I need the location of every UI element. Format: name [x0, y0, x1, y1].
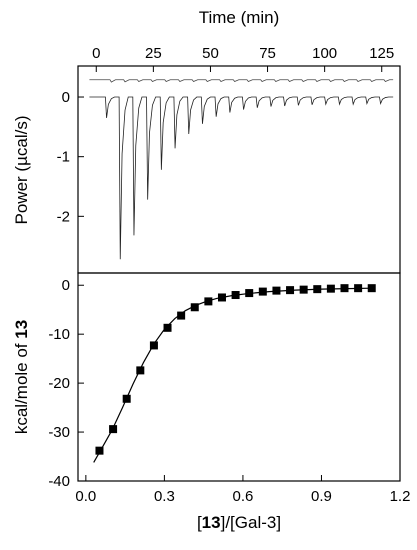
bottom-y-tick-label: -40: [48, 473, 70, 490]
data-point: [95, 446, 104, 455]
bottom-y-axis-title-prefix: kcal/mole of: [12, 339, 31, 434]
data-point: [245, 289, 254, 298]
top-x-tick-label: 75: [259, 45, 276, 62]
data-point: [231, 291, 240, 300]
data-point: [163, 323, 172, 332]
fit-curve-line: [93, 287, 372, 463]
bottom-y-axis-title-bold: 13: [12, 320, 31, 339]
bottom-x-axis-title-suffix: ]/[Gal-3]: [221, 513, 281, 532]
data-point: [190, 303, 199, 312]
data-point: [326, 284, 335, 293]
bottom-x-ticks: 0.0 0.3 0.6 0.9 1.2: [75, 475, 410, 505]
top-panel: 0 25 50 75 100 125 0 -1 -2 Time (min) Power (µc…: [12, 8, 401, 274]
reference-trace-line: [89, 79, 394, 83]
top-y-tick-label: -1: [57, 149, 70, 166]
bottom-plot-frame: [77, 272, 401, 482]
sample-trace-line: [89, 96, 394, 260]
top-y-tick-label: 0: [62, 89, 70, 106]
data-points: [95, 284, 376, 455]
data-point: [217, 293, 226, 302]
data-point: [136, 366, 145, 375]
bottom-x-axis-title-bold: 13: [202, 513, 221, 532]
data-point: [340, 284, 349, 293]
bottom-x-axis-title-prefix: [: [197, 513, 202, 532]
bottom-y-axis-title: kcal/mole of 13: [12, 320, 31, 434]
bottom-x-tick-label: 0.6: [232, 488, 253, 505]
top-x-tick-label: 0: [92, 45, 100, 62]
top-x-tick-label: 125: [369, 45, 394, 62]
data-point: [149, 341, 158, 350]
bottom-y-tick-label: -10: [48, 326, 70, 343]
bottom-x-tick-label: 1.2: [390, 488, 411, 505]
data-point: [299, 285, 308, 294]
bottom-x-tick-label: 0.0: [75, 488, 96, 505]
top-x-ticks: 0 25 50 75 100 125: [92, 45, 394, 72]
data-point: [367, 284, 376, 293]
data-point: [109, 425, 118, 434]
top-x-axis-title: Time (min): [199, 8, 280, 27]
bottom-x-axis-title: [13]/[Gal-3]: [197, 513, 281, 532]
data-point: [204, 297, 213, 306]
top-y-axis-title: Power (µcal/s): [12, 116, 31, 225]
data-point: [177, 311, 186, 320]
top-y-tick-label: -2: [57, 208, 70, 225]
bottom-y-tick-label: -30: [48, 424, 70, 441]
data-point: [354, 284, 363, 293]
data-point: [272, 286, 281, 295]
top-y-ticks: 0 -1 -2: [57, 89, 84, 225]
bottom-y-tick-label: 0: [62, 277, 70, 294]
data-point: [313, 285, 322, 294]
data-point: [286, 286, 295, 295]
data-point: [122, 394, 131, 403]
bottom-y-ticks: 0 -10 -20 -30 -40: [48, 277, 84, 490]
top-x-tick-label: 100: [312, 45, 337, 62]
bottom-x-tick-label: 0.9: [311, 488, 332, 505]
data-point: [258, 287, 267, 296]
top-x-tick-label: 25: [145, 45, 162, 62]
top-x-tick-label: 50: [202, 45, 219, 62]
bottom-y-tick-label: -20: [48, 375, 70, 392]
bottom-panel: 0.0 0.3 0.6 0.9 1.2 0-10-20-30-40 [13]/[Gal-…: [12, 272, 410, 532]
bottom-x-tick-label: 0.3: [154, 488, 175, 505]
